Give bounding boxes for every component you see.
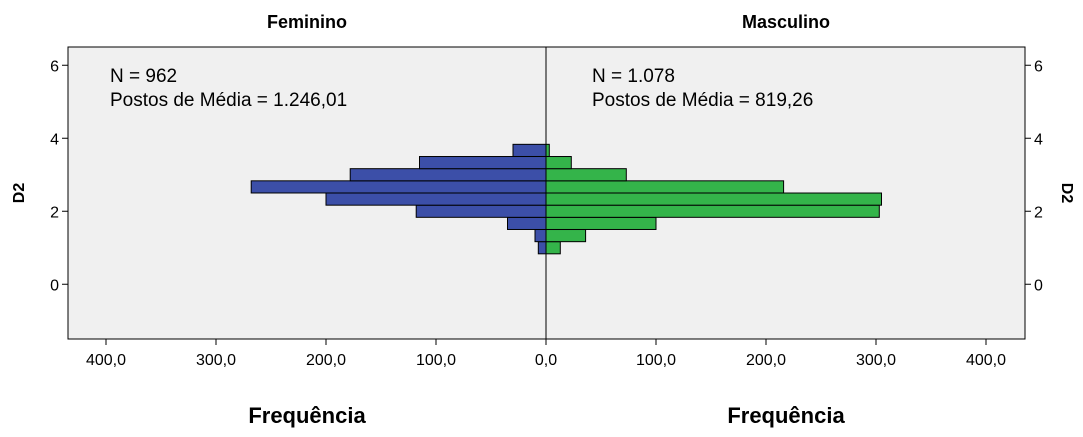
bar-right-2 xyxy=(545,216,657,230)
y-tick-label-left-1: 2 xyxy=(50,204,59,221)
x-tick-label-right-0: 100,0 xyxy=(636,352,676,369)
y-axis-label-left: D2 xyxy=(11,183,28,204)
x-axis-title-left: Frequência xyxy=(248,403,366,428)
bar-right-0 xyxy=(545,241,561,255)
x-tick-label-right-3: 400,0 xyxy=(966,352,1006,369)
y-tick-label-right-3: 6 xyxy=(1034,58,1043,75)
y-tick-label-left-0: 0 xyxy=(50,277,59,294)
n-text-left: N = 962 xyxy=(110,66,177,87)
y-tick-label-left-3: 6 xyxy=(50,58,59,75)
y-axis-label-right: D2 xyxy=(1058,183,1075,204)
bar-left-7 xyxy=(419,156,547,170)
x-tick-label-right-2: 300,0 xyxy=(856,352,896,369)
x-tick-label-left-1: 300,0 xyxy=(196,352,236,369)
x-axis-title-right: Frequência xyxy=(727,403,845,428)
y-tick-label-right-1: 2 xyxy=(1034,204,1043,221)
bar-right-6 xyxy=(545,168,627,182)
n-text-right: N = 1.078 xyxy=(592,66,675,87)
bar-left-8 xyxy=(512,143,547,157)
bar-right-3 xyxy=(545,204,880,218)
y-tick-label-right-0: 0 xyxy=(1034,277,1043,294)
mean-rank-text-right: Postos de Média = 819,26 xyxy=(592,90,813,111)
x-tick-label-left-0: 400,0 xyxy=(86,352,126,369)
bar-right-4 xyxy=(545,192,882,206)
bar-left-5 xyxy=(250,180,547,194)
bar-left-3 xyxy=(415,204,547,218)
bar-left-2 xyxy=(507,216,547,230)
x-tick-label-right-1: 200,0 xyxy=(746,352,786,369)
y-tick-label-right-2: 4 xyxy=(1034,131,1043,148)
x-axis: 400,0 300,0 200,0 100,0 0,0 100,0 200,0 300,0 40… xyxy=(86,339,1006,369)
panel-title-right: Masculino xyxy=(742,12,830,32)
x-tick-label-left-2: 200,0 xyxy=(306,352,346,369)
y-tick-label-left-2: 4 xyxy=(50,131,59,148)
panel-title-left: Feminino xyxy=(267,12,347,32)
x-tick-label-left-3: 100,0 xyxy=(416,352,456,369)
bar-left-1 xyxy=(534,229,547,243)
y-axis-left: 0 2 4 6 xyxy=(50,58,68,294)
bar-right-5 xyxy=(545,180,785,194)
bar-left-6 xyxy=(349,168,547,182)
x-tick-label-left-4: 0,0 xyxy=(535,352,557,369)
bars-right xyxy=(545,143,882,255)
mean-rank-text-left: Postos de Média = 1.246,01 xyxy=(110,90,347,111)
bars-left xyxy=(250,143,547,255)
bar-right-1 xyxy=(545,229,587,243)
bar-right-7 xyxy=(545,156,572,170)
bar-left-0 xyxy=(537,241,547,255)
bar-left-4 xyxy=(325,192,547,206)
y-axis-right: 0 2 4 6 xyxy=(1025,58,1043,294)
